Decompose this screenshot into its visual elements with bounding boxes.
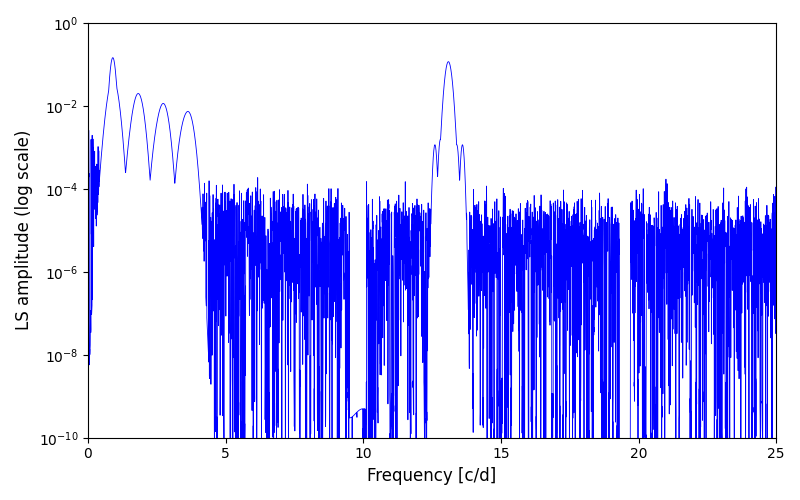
X-axis label: Frequency [c/d]: Frequency [c/d] (367, 467, 497, 485)
Y-axis label: LS amplitude (log scale): LS amplitude (log scale) (15, 130, 33, 330)
